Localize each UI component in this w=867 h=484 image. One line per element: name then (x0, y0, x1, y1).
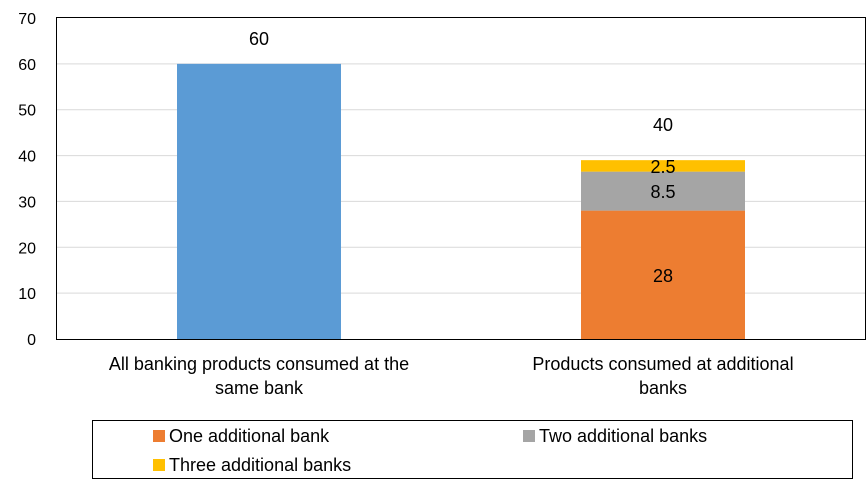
legend: One additional bank Two additional banks… (92, 420, 853, 479)
y-tick-label: 40 (18, 149, 36, 166)
y-tick-label: 0 (27, 332, 36, 349)
data-label-two: 8.5 (650, 182, 675, 202)
x-axis-categories: All banking products consumed at the same… (109, 354, 794, 398)
category-label-line: Products consumed at additional (532, 354, 793, 374)
legend-item-one-additional-bank: One additional bank (153, 425, 329, 447)
total-label: 40 (653, 115, 673, 135)
legend-item-two-additional-banks: Two additional banks (523, 425, 707, 447)
legend-swatch-orange (153, 430, 165, 442)
bar-chart: 0 10 20 30 40 50 60 70 60 28 8.5 2.5 40 All banking… (18, 11, 866, 398)
category-label-line: All banking products consumed at the (109, 354, 409, 374)
y-tick-label: 30 (18, 194, 36, 211)
y-tick-label: 50 (18, 103, 36, 120)
bar-segment-two (581, 171, 745, 211)
legend-label: Three additional banks (169, 454, 352, 475)
y-axis-ticks: 0 10 20 30 40 50 60 70 (18, 11, 36, 349)
legend-swatch-yellow (153, 459, 165, 471)
legend-label: Two additional banks (539, 425, 708, 446)
bar-segment-same (177, 63, 341, 339)
bar-segment-three (581, 160, 745, 172)
data-label-three: 2.5 (650, 157, 675, 177)
data-label-one: 28 (653, 266, 673, 286)
legend-item-three-additional-banks: Three additional banks (153, 454, 351, 476)
y-tick-label: 20 (18, 240, 36, 257)
y-tick-label: 70 (18, 11, 36, 28)
legend-label: One additional bank (169, 425, 330, 446)
bars (177, 63, 745, 339)
y-tick-label: 10 (18, 286, 36, 303)
category-label-line: banks (639, 378, 687, 398)
bar-segment-one (581, 210, 745, 339)
legend-swatch-gray (523, 430, 535, 442)
total-label: 60 (249, 29, 269, 49)
y-tick-label: 60 (18, 57, 36, 74)
plot-border (56, 17, 866, 340)
category-label-line: same bank (215, 378, 304, 398)
data-labels: 60 28 8.5 2.5 40 (249, 29, 676, 286)
